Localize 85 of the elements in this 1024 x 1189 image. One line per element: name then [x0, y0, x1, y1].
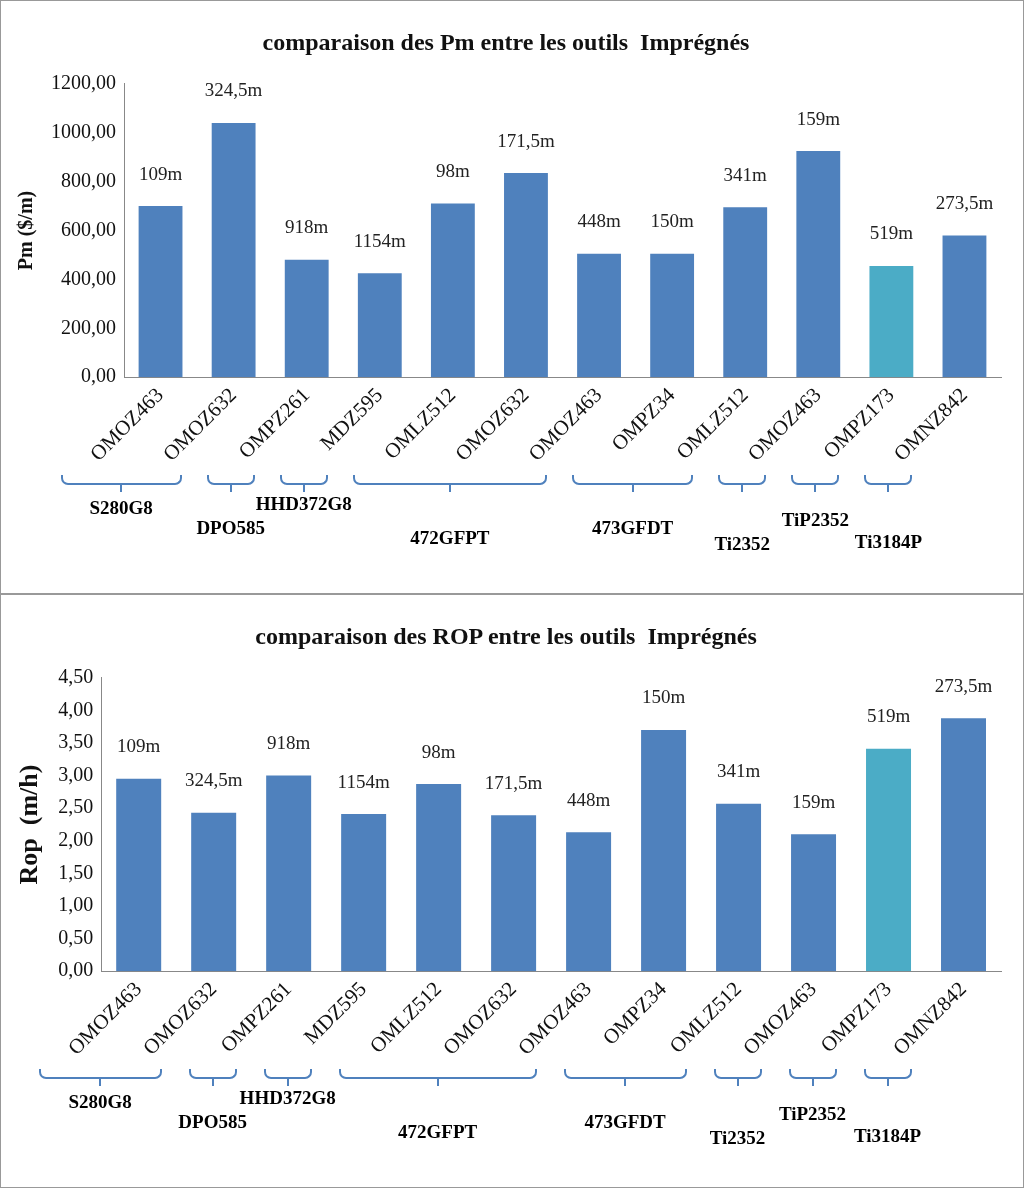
annotation: 273,5m [935, 191, 994, 213]
bar [491, 815, 537, 972]
bar [357, 273, 402, 378]
y-tick-label: 800,00 [61, 168, 116, 191]
text: S280G8 [68, 1091, 132, 1113]
bar [191, 812, 237, 972]
y-tick-label: 1,50 [58, 860, 94, 883]
text: 473GFDT [584, 1111, 666, 1133]
y-tick-label: 400,00 [61, 266, 116, 289]
bar [116, 778, 162, 972]
annotation: 109m [138, 162, 183, 184]
y-tick-label: 0,00 [81, 364, 116, 387]
text: Ti3184P [854, 531, 923, 553]
bar [416, 784, 462, 972]
bar [138, 206, 183, 378]
annotation: 519m [866, 705, 911, 727]
annotation: 918m [285, 216, 329, 238]
y-tick-label: 2,00 [58, 828, 94, 851]
chart-title: comparaison des ROP entre les outils Imprégnés [255, 622, 757, 649]
text: 472GFPT [398, 1121, 478, 1143]
annotation: 519m [869, 222, 914, 244]
text: HHD372G8 [239, 1087, 336, 1109]
bar [942, 235, 987, 378]
annotation: 448m [577, 210, 621, 232]
bar [577, 253, 621, 378]
text: 473GFDT [592, 517, 674, 539]
y-tick-label: 3,00 [58, 762, 94, 785]
annotation: 171,5m [497, 129, 555, 151]
text: Ti2352 [714, 533, 771, 555]
bar [211, 122, 256, 378]
annotation: 324,5m [184, 769, 243, 791]
annotation: 109m [117, 735, 161, 757]
bar [796, 151, 841, 378]
annotation: 150m [641, 686, 686, 708]
annotation: 341m [723, 163, 768, 185]
bar [716, 803, 762, 972]
text: Ti3184P [853, 1125, 922, 1147]
chart-title: comparaison des Pm entre les outils Imprégnés [262, 28, 750, 55]
annotation: 273,5m [934, 674, 993, 696]
y-tick-label: 3,50 [58, 730, 94, 753]
y-tick-label: 2,50 [58, 795, 94, 818]
y-tick-label: 200,00 [61, 315, 116, 338]
bar [866, 748, 912, 972]
annotation: 150m [650, 210, 694, 232]
y-axis-title: Rop (m/h) [14, 764, 44, 885]
annotation: 98m [421, 740, 456, 762]
text: 472GFPT [410, 527, 490, 549]
bar [791, 834, 837, 972]
text: S280G8 [89, 497, 153, 519]
y-tick-label: 1,00 [58, 893, 94, 916]
text: HHD372G8 [255, 493, 352, 515]
bar [941, 718, 986, 972]
annotation: 448m [566, 788, 611, 810]
annotation: 98m [435, 160, 470, 182]
y-tick-label: 4,00 [58, 697, 94, 720]
text: DPO585 [178, 1111, 247, 1133]
y-tick-label: 600,00 [61, 217, 116, 240]
annotation: 341m [716, 760, 761, 782]
bar [284, 259, 329, 378]
text: DPO585 [196, 517, 266, 539]
annotation: 324,5m [204, 79, 263, 101]
y-tick-label: 1000,00 [51, 119, 116, 142]
y-tick-label: 1200,00 [51, 71, 116, 94]
bar [869, 265, 914, 378]
text: TiP2352 [781, 509, 849, 531]
y-tick-label: 0,00 [58, 958, 94, 981]
annotation: 918m [267, 732, 311, 754]
text: Ti2352 [709, 1127, 766, 1149]
annotation: 159m [791, 790, 836, 812]
text: TiP2352 [778, 1103, 847, 1125]
bar [504, 173, 548, 378]
annotation: 1154m [353, 229, 407, 251]
annotation: 1154m [337, 770, 390, 792]
bar [650, 253, 695, 378]
y-axis-title: Pm ($/m) [14, 190, 38, 271]
bar [566, 832, 612, 972]
bar [641, 729, 687, 972]
bar [430, 203, 475, 378]
annotation: 171,5m [484, 771, 543, 793]
bar [341, 814, 387, 972]
bar [266, 775, 312, 972]
annotation: 159m [796, 107, 841, 129]
bar [723, 207, 768, 378]
y-tick-label: 4,50 [58, 665, 94, 688]
y-tick-label: 0,50 [58, 925, 94, 948]
